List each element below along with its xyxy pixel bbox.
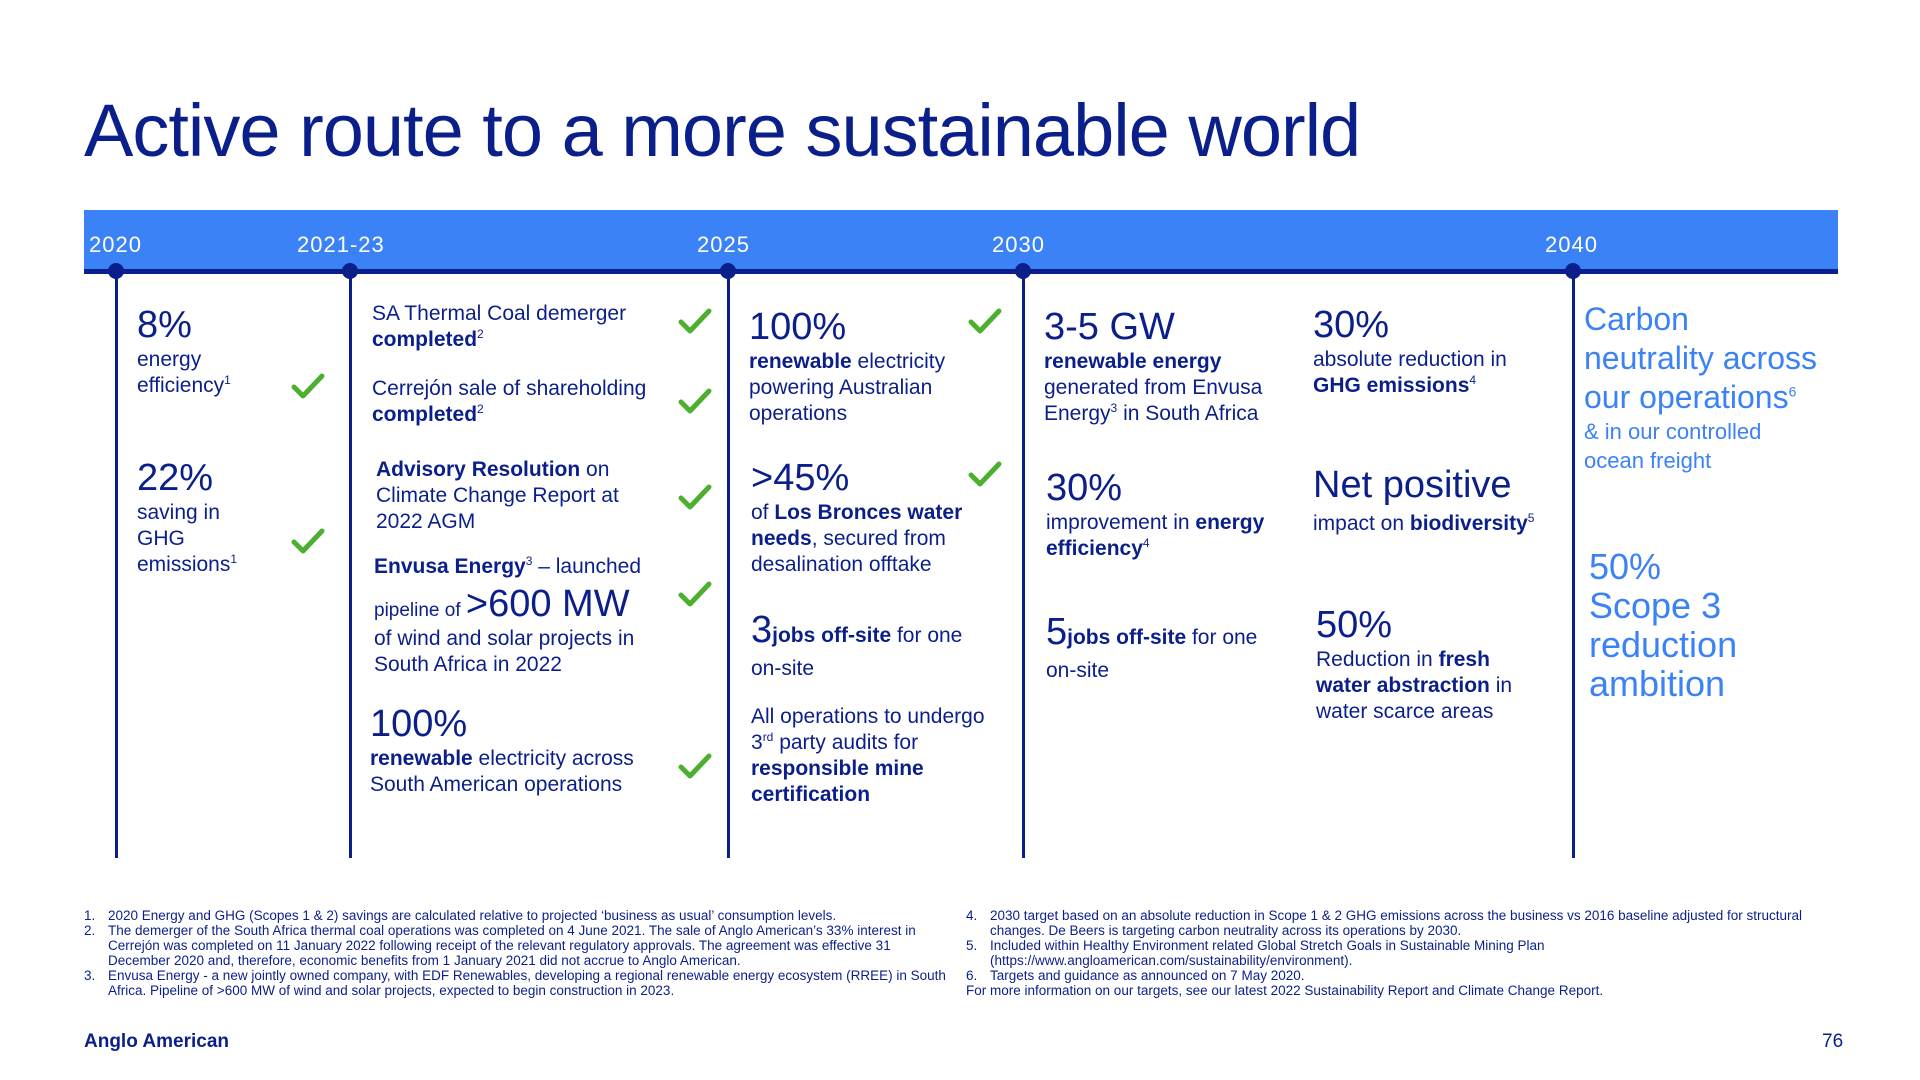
footnote-item: 2. The demerger of the South Africa therm… bbox=[84, 923, 916, 968]
envusa-renewable-gw: 3-5 GW renewable energy generated from E… bbox=[1044, 306, 1263, 425]
check-icon bbox=[968, 461, 1002, 487]
ghg-saving-target: 22% saving in GHG emissions1 bbox=[137, 457, 238, 576]
sa-thermal-coal-demerger: SA Thermal Coal demerger completed2 bbox=[372, 302, 627, 351]
los-bronces-water: >45% of Los Bronces water needs, secured… bbox=[751, 457, 963, 576]
carbon-neutrality-target: Carbon neutrality across our operations6 bbox=[1584, 301, 1817, 415]
timeline-year-2021-23: 2021-23 bbox=[297, 232, 385, 257]
timeline-divider-2040 bbox=[1572, 272, 1575, 858]
check-icon bbox=[291, 528, 325, 554]
south-america-renewable: 100% renewable electricity across South … bbox=[370, 703, 634, 796]
page-title: Active route to a more sustainable world bbox=[84, 89, 1361, 172]
timeline-year-2040: 2040 bbox=[1545, 232, 1598, 257]
timeline-year-2030: 2030 bbox=[992, 232, 1045, 257]
timeline-divider-2021-23 bbox=[349, 272, 352, 858]
check-icon bbox=[678, 753, 712, 779]
footnotes-right: 4. 2030 target based on an absolute reduc… bbox=[966, 908, 1838, 998]
envusa-energy-pipeline: Envusa Energy3 – launched pipeline of >6… bbox=[374, 554, 642, 676]
timeline-marker-2040 bbox=[1565, 263, 1581, 279]
jobs-off-site-2030: 5jobs off-site for one on-site bbox=[1046, 611, 1258, 682]
timeline-divider-2020 bbox=[115, 272, 118, 858]
timeline-divider-2030 bbox=[1022, 272, 1025, 858]
check-icon bbox=[968, 308, 1002, 334]
check-icon bbox=[291, 373, 325, 399]
timeline-band bbox=[84, 210, 1838, 272]
timeline-axis bbox=[84, 269, 1838, 274]
brand-logo: Anglo American bbox=[84, 1031, 229, 1052]
timeline-year-2025: 2025 bbox=[697, 232, 750, 257]
mine-certification-audits: All operations to undergo 3rd party audi… bbox=[751, 705, 985, 806]
ghg-reduction-2030: 30% absolute reduction in GHG emissions4 bbox=[1313, 304, 1507, 397]
footnote-item: 3. Envusa Energy - a new jointly owned co… bbox=[84, 968, 946, 998]
jobs-off-site-2025: 3jobs off-site for one on-site bbox=[751, 609, 963, 680]
footnote-item: 1. 2020 Energy and GHG (Scopes 1 & 2) sav… bbox=[84, 908, 837, 923]
footnote-item: 5. Included within Healthy Environment re… bbox=[966, 938, 1545, 968]
australia-renewable: 100% renewable electricity powering Aust… bbox=[749, 306, 946, 425]
timeline-marker-2020 bbox=[108, 263, 124, 279]
footnote-more-info: For more information on our targets, see… bbox=[966, 983, 1604, 998]
timeline-year-2020: 2020 bbox=[89, 232, 142, 257]
footnotes-left: 1. 2020 Energy and GHG (Scopes 1 & 2) sav… bbox=[84, 908, 952, 998]
fresh-water-reduction: 50% Reduction in fresh water abstraction… bbox=[1316, 604, 1513, 723]
page-number: 76 bbox=[1822, 1031, 1844, 1052]
advisory-resolution: Advisory Resolution on Climate Change Re… bbox=[376, 458, 619, 533]
scope3-reduction-ambition: 50% Scope 3 reduction ambition bbox=[1589, 546, 1738, 704]
check-icon bbox=[678, 581, 712, 607]
biodiversity-net-positive: Net positive impact on biodiversity5 bbox=[1313, 464, 1535, 535]
timeline-divider-2025 bbox=[727, 272, 730, 858]
check-icon bbox=[678, 308, 712, 334]
check-icon bbox=[678, 484, 712, 510]
energy-efficiency-2030: 30% improvement in energy efficiency4 bbox=[1046, 467, 1265, 560]
ocean-freight-note: & in our controlled ocean freight bbox=[1584, 419, 1762, 473]
timeline-marker-2030 bbox=[1015, 263, 1031, 279]
timeline-marker-2021-23 bbox=[342, 263, 358, 279]
cerrejon-sale: Cerrejón sale of shareholding completed2 bbox=[372, 377, 647, 426]
footnote-item: 6. Targets and guidance as announced on 7… bbox=[966, 968, 1305, 983]
footnote-item: 4. 2030 target based on an absolute reduc… bbox=[966, 908, 1802, 938]
energy-efficiency-target: 8% energy efficiency1 bbox=[137, 304, 231, 397]
check-icon bbox=[678, 388, 712, 414]
timeline-marker-2025 bbox=[720, 263, 736, 279]
